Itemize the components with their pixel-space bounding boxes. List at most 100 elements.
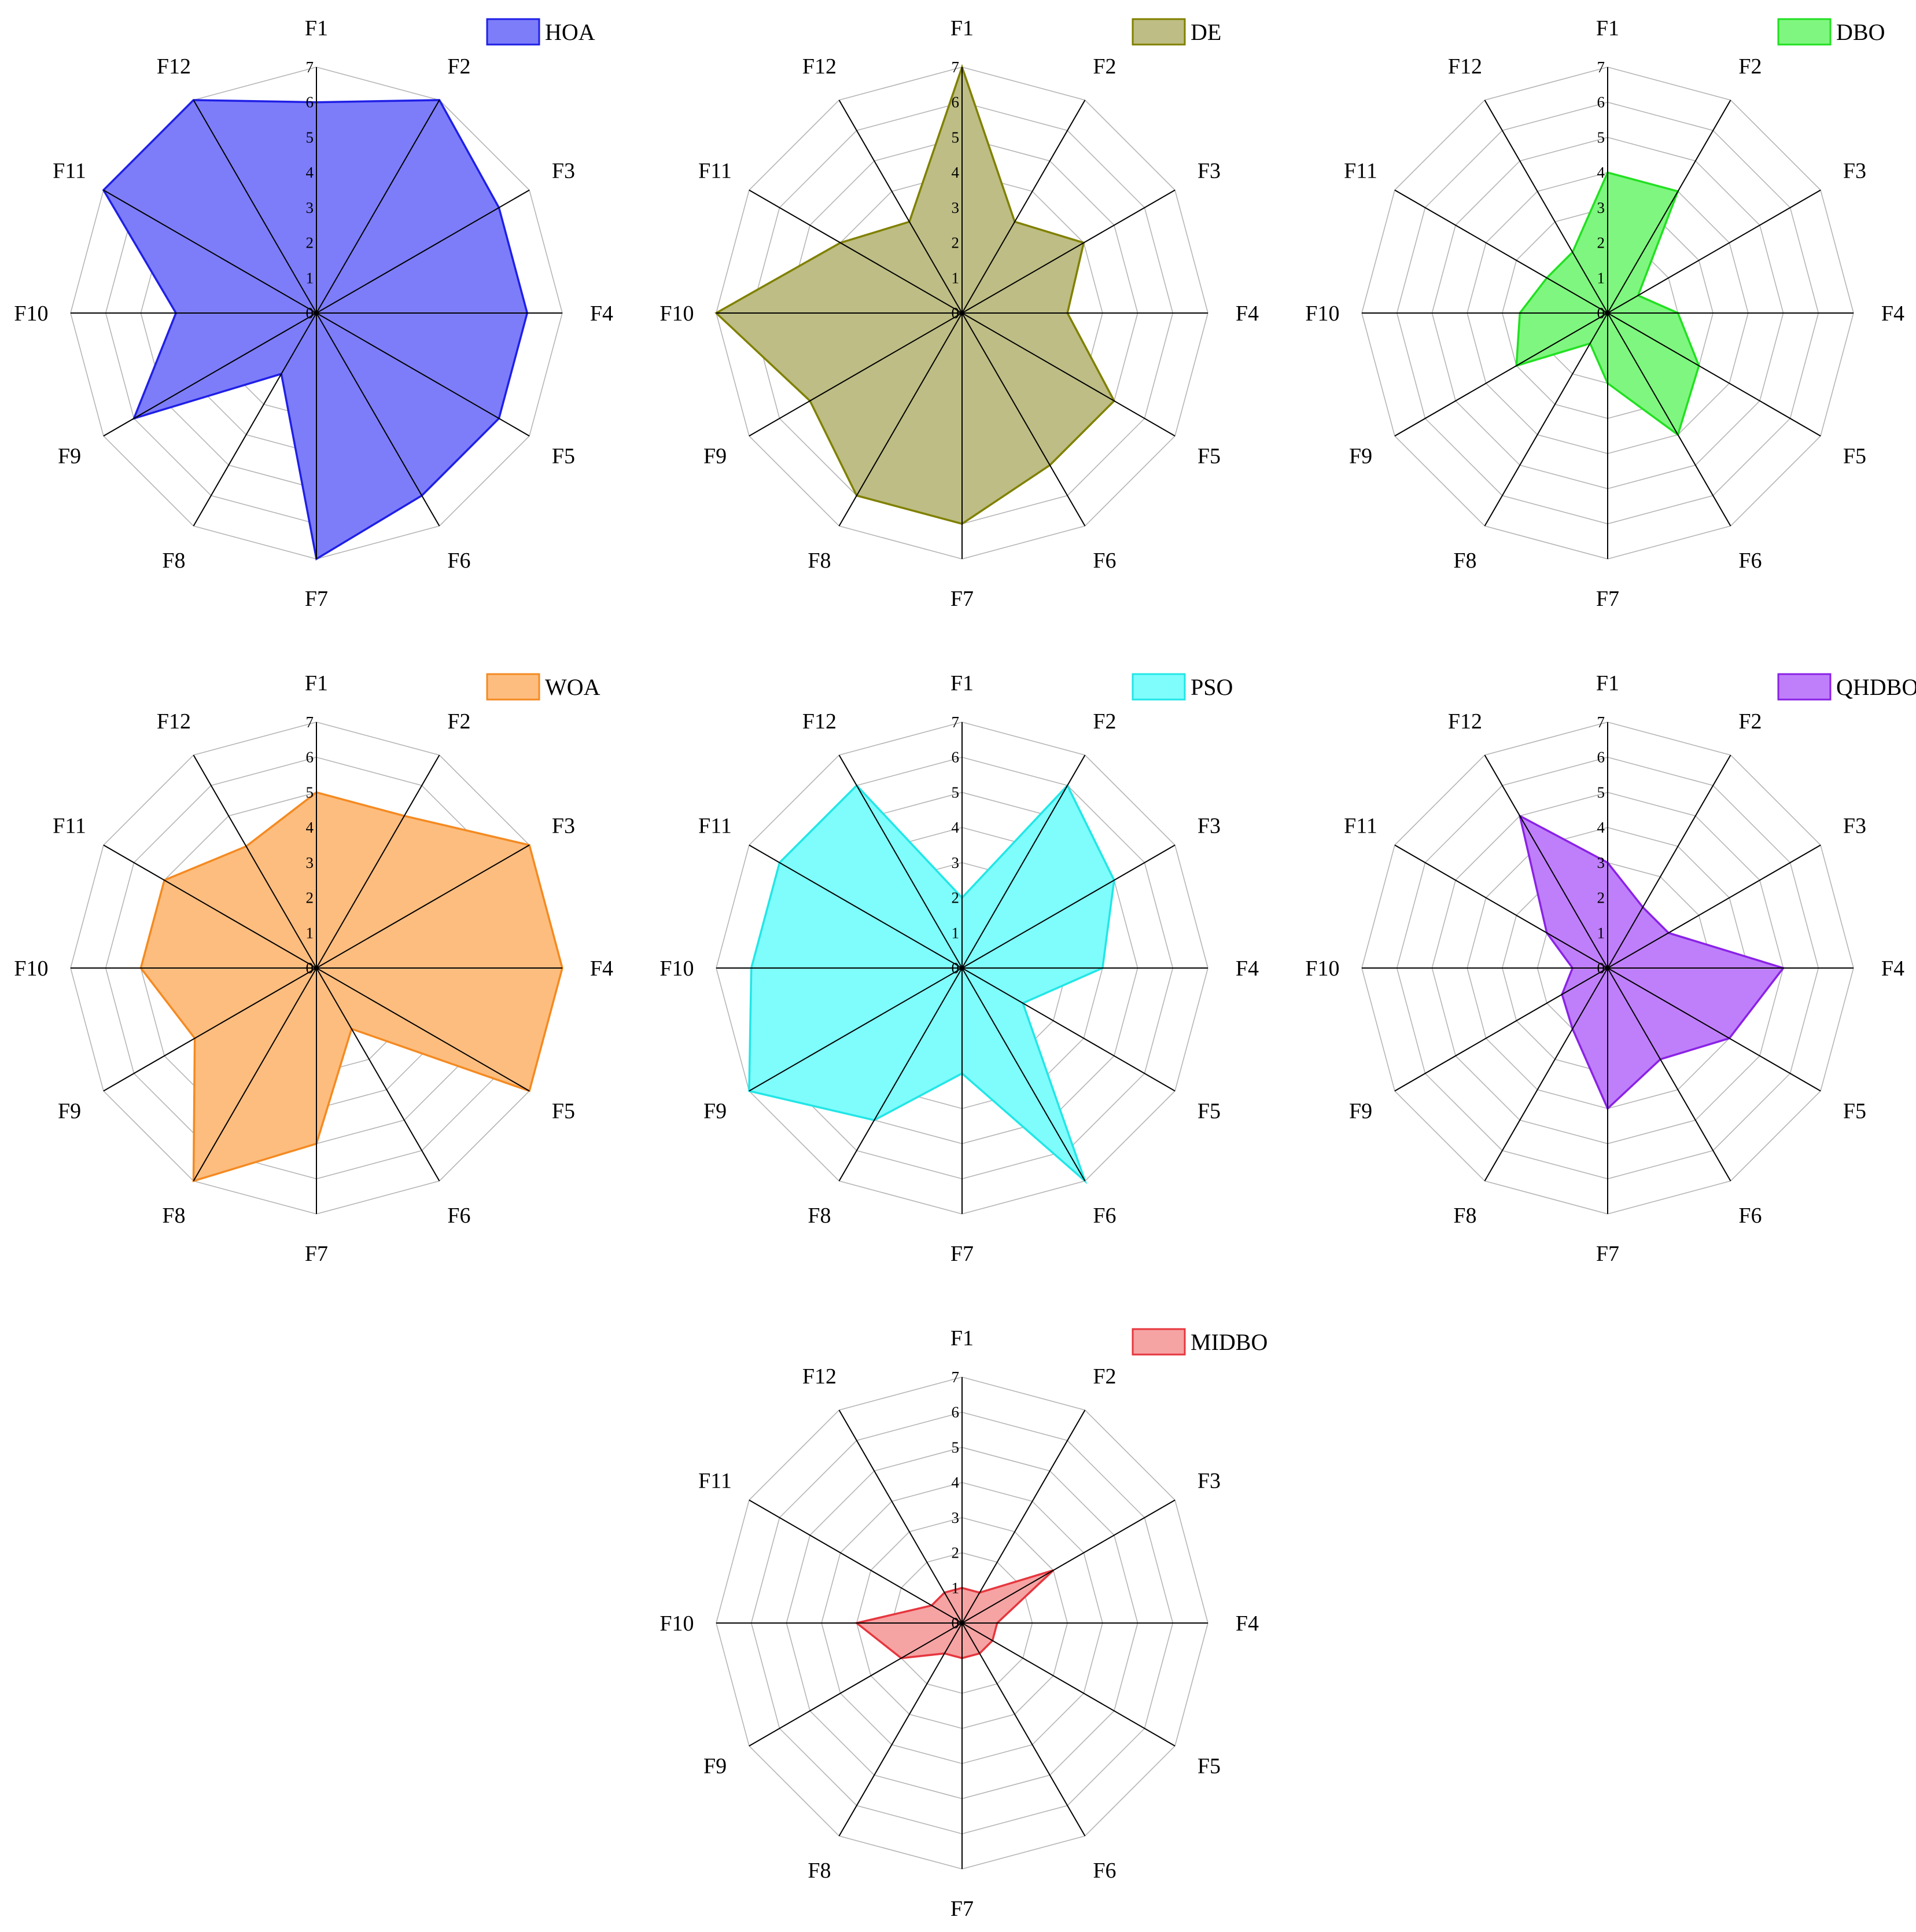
chart-woa-legend: WOA	[486, 673, 600, 701]
chart-dbo: 0 1 2 3 4 5 6 7 F1 F2 F3 F4 F5 F6 F7 F8 F9 F10 F11 F12 DBO	[1305, 16, 1904, 611]
chart-pso-series-area	[748, 783, 1115, 1184]
chart-de-category-label-f7: F7	[950, 587, 974, 611]
chart-de-radial-tick-1: 1	[952, 269, 960, 286]
chart-dbo-category-label-f1: F1	[1596, 16, 1619, 41]
chart-midbo-category-label-f2: F2	[1093, 1364, 1116, 1389]
chart-dbo-category-label-f11: F11	[1344, 159, 1377, 183]
chart-pso-category-label-f6: F6	[1093, 1204, 1116, 1228]
chart-hoa-radial-tick-3: 3	[306, 199, 314, 216]
chart-hoa-category-label-f9: F9	[58, 444, 81, 469]
chart-qhdbo-spoke-f6	[1607, 967, 1731, 1182]
chart-woa-category-label-f1: F1	[305, 671, 328, 695]
chart-midbo-radial-tick-1: 1	[952, 1579, 960, 1596]
chart-woa-radial-tick-7: 7	[306, 713, 314, 731]
chart-hoa-category-label-f8: F8	[162, 549, 185, 573]
chart-qhdbo-spoke-f9	[1394, 967, 1608, 1092]
chart-dbo-category-label-f12: F12	[1448, 54, 1482, 79]
chart-pso-legend-label: PSO	[1191, 674, 1233, 700]
chart-dbo-category-label-f7: F7	[1596, 587, 1619, 611]
chart-woa-spoke-f9	[103, 967, 317, 1092]
chart-qhdbo-spoke-f2	[1607, 755, 1731, 969]
chart-qhdbo-category-label-f3: F3	[1843, 814, 1866, 838]
chart-pso-spoke-f12	[838, 755, 963, 969]
chart-woa-radial-tick-6: 6	[306, 749, 314, 766]
chart-dbo-spoke-f5	[1607, 312, 1821, 437]
chart-pso-spoke-f6	[961, 967, 1086, 1182]
chart-midbo-spoke-f12	[838, 1410, 963, 1624]
chart-pso-spoke-f8	[838, 967, 963, 1182]
chart-de-spoke-f5	[961, 312, 1176, 437]
chart-qhdbo-legend: QHDBO	[1777, 673, 1916, 701]
chart-qhdbo-radial-tick-4: 4	[1597, 819, 1605, 836]
chart-hoa-spoke-f9	[103, 312, 317, 437]
chart-woa-radial-tick-4: 4	[306, 819, 314, 836]
chart-dbo-category-label-f2: F2	[1738, 54, 1762, 79]
chart-dbo-spoke-f11	[1394, 189, 1608, 314]
chart-midbo-radial-tick-3: 3	[952, 1509, 960, 1526]
chart-dbo-radial-tick-2: 2	[1597, 234, 1605, 252]
chart-pso-category-label-f2: F2	[1093, 709, 1116, 734]
chart-dbo-spoke-f12	[1484, 100, 1608, 314]
chart-dbo-radial-tick-4: 4	[1597, 164, 1605, 181]
chart-pso-radial-tick-4: 4	[952, 819, 960, 836]
chart-hoa-category-label-f1: F1	[305, 16, 328, 41]
chart-hoa-radial-tick-4: 4	[306, 164, 314, 181]
chart-qhdbo-radial-tick-2: 2	[1597, 889, 1605, 907]
chart-hoa-spoke-f11	[103, 189, 317, 314]
chart-dbo-radial-tick-7: 7	[1597, 58, 1605, 76]
chart-hoa-spoke-f5	[316, 312, 530, 437]
chart-hoa-category-label-f5: F5	[552, 444, 575, 469]
chart-pso-category-label-f7: F7	[950, 1242, 974, 1266]
chart-midbo-radial-tick-5: 5	[952, 1438, 960, 1456]
chart-pso-category-label-f11: F11	[698, 814, 732, 838]
chart-de-radial-tick-2: 2	[952, 234, 960, 252]
chart-qhdbo-category-label-f6: F6	[1738, 1204, 1762, 1228]
chart-midbo-category-label-f1: F1	[950, 1326, 974, 1350]
chart-de-legend-swatch	[1132, 18, 1186, 46]
chart-de-legend: DE	[1132, 18, 1221, 46]
chart-hoa-category-label-f4: F4	[590, 301, 613, 326]
chart-hoa: 0 1 2 3 4 5 6 7 F1 F2 F3 F4 F5 F6 F7 F8 F9 F10 F11 F12 HOA	[14, 16, 613, 611]
chart-hoa-category-label-f6: F6	[447, 549, 470, 573]
chart-pso-legend: PSO	[1132, 673, 1233, 701]
chart-de-spoke-f11	[749, 189, 963, 314]
chart-midbo-radial-tick-6: 6	[952, 1404, 960, 1421]
chart-midbo-category-label-f10: F10	[659, 1611, 694, 1636]
chart-pso-radial-tick-3: 3	[952, 854, 960, 871]
chart-woa-category-label-f3: F3	[552, 814, 575, 838]
chart-midbo-category-label-f11: F11	[698, 1469, 732, 1493]
chart-de: 0 1 2 3 4 5 6 7 F1 F2 F3 F4 F5 F6 F7 F8 F9 F10 F11 F12 DE	[659, 16, 1259, 611]
chart-pso: 0 1 2 3 4 5 6 7 F1 F2 F3 F4 F5 F6 F7 F8 F9 F10 F11 F12 PSO	[659, 671, 1259, 1266]
chart-qhdbo-radial-tick-5: 5	[1597, 783, 1605, 801]
chart-qhdbo-radial-tick-1: 1	[1597, 924, 1605, 941]
chart-midbo-legend-label: MIDBO	[1191, 1329, 1267, 1355]
chart-dbo-radial-tick-1: 1	[1597, 269, 1605, 286]
chart-hoa-category-label-f7: F7	[305, 587, 328, 611]
chart-de-category-label-f5: F5	[1198, 444, 1221, 469]
chart-de-legend-label: DE	[1191, 19, 1221, 45]
chart-qhdbo-category-label-f1: F1	[1596, 671, 1619, 695]
chart-hoa-radial-tick-0: 0	[306, 304, 314, 322]
chart-qhdbo-radial-tick-6: 6	[1597, 749, 1605, 766]
chart-qhdbo-category-label-f9: F9	[1349, 1099, 1372, 1124]
chart-midbo-category-label-f12: F12	[802, 1364, 837, 1389]
chart-hoa-category-label-f3: F3	[552, 159, 575, 183]
chart-de-category-label-f4: F4	[1236, 301, 1259, 326]
chart-hoa-radial-tick-1: 1	[306, 269, 314, 286]
chart-dbo-spoke-f6	[1607, 312, 1731, 527]
chart-midbo-spoke-f6	[961, 1622, 1086, 1837]
chart-woa-spoke-f6	[316, 967, 440, 1182]
chart-woa-radial-tick-2: 2	[306, 889, 314, 907]
chart-de-series-area	[714, 64, 1116, 525]
chart-qhdbo-spoke-f12	[1484, 755, 1608, 969]
chart-midbo-spoke-f3	[961, 1499, 1176, 1624]
chart-de-radial-tick-0: 0	[952, 304, 960, 322]
chart-qhdbo-series-area	[1518, 814, 1785, 1110]
chart-qhdbo-category-label-f7: F7	[1596, 1242, 1619, 1266]
chart-woa-category-label-f8: F8	[162, 1204, 185, 1228]
chart-de-radial-tick-5: 5	[952, 128, 960, 146]
chart-pso-category-label-f8: F8	[808, 1204, 831, 1228]
chart-woa-spoke-f8	[193, 967, 317, 1182]
chart-pso-spoke-f2	[961, 755, 1086, 969]
chart-woa-category-label-f4: F4	[590, 956, 613, 981]
